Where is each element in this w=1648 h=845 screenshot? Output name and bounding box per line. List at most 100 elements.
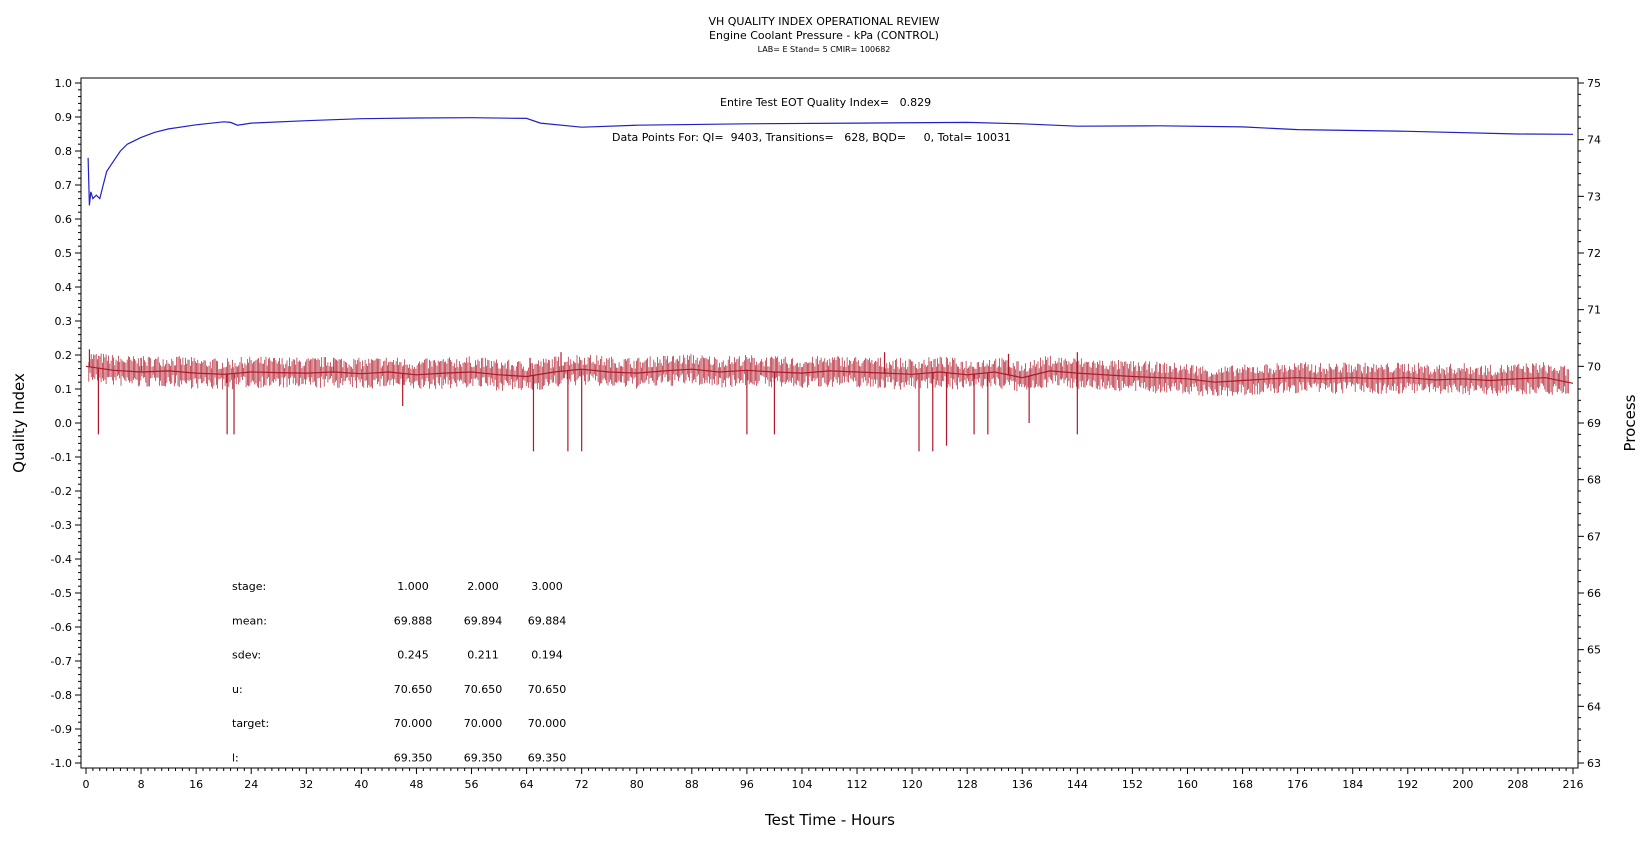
- x-tick-label: 32: [299, 778, 313, 791]
- y2-axis-label: Process: [1621, 394, 1639, 451]
- y-left-tick-label: -0.6: [51, 621, 72, 634]
- stats-cell: 2.000: [467, 580, 499, 593]
- y-left-tick-label: -0.7: [51, 655, 72, 668]
- stats-row-label: sdev:: [232, 649, 261, 662]
- y-right-tick-label: 68: [1587, 474, 1601, 487]
- y-left-tick-label: 0.4: [55, 281, 73, 294]
- stats-cell: 70.650: [464, 683, 503, 696]
- x-tick-label: 208: [1507, 778, 1528, 791]
- y-left-tick-label: 0.9: [55, 111, 73, 124]
- stats-cell: 69.894: [464, 614, 503, 627]
- x-tick-label: 152: [1122, 778, 1143, 791]
- x-tick-label: 112: [847, 778, 868, 791]
- x-tick-label: 96: [740, 778, 754, 791]
- x-tick-label: 56: [465, 778, 479, 791]
- x-tick-label: 216: [1563, 778, 1584, 791]
- stats-cell: 1.000: [397, 580, 429, 593]
- y-right-tick-label: 63: [1587, 757, 1601, 770]
- stats-row-label: u:: [232, 683, 243, 696]
- stats-row-label: l:: [232, 752, 239, 765]
- x-tick-label: 104: [791, 778, 812, 791]
- quality-index-line: [87, 117, 1574, 206]
- y-right-tick-label: 75: [1587, 77, 1601, 90]
- series-layer: [85, 117, 1574, 452]
- y-right-tick-label: 74: [1587, 134, 1601, 147]
- x-tick-label: 136: [1012, 778, 1033, 791]
- y-axis-label: Quality Index: [10, 373, 28, 473]
- eot-quality-index-note: Entire Test EOT Quality Index= 0.829: [720, 96, 931, 109]
- stats-table: stage: 1.000 2.000 3.000 mean: 69.888 69.894 69…: [232, 580, 566, 765]
- x-tick-label: 88: [685, 778, 699, 791]
- y-left-tick-label: 0.0: [55, 417, 73, 430]
- y-left-tick-label: 0.6: [55, 213, 73, 226]
- y-right-tick-label: 67: [1587, 530, 1601, 543]
- y-left-tick-label: 0.7: [55, 179, 73, 192]
- x-axis: 0 8 16 24 32 40 48 56 64 72 80 88 96 104 112 120 128 136 1…: [83, 768, 1584, 791]
- chart-subtitle-lab: LAB= E Stand= 5 CMIR= 100682: [758, 45, 891, 54]
- stats-cell: 0.194: [531, 649, 563, 662]
- chart-title: VH QUALITY INDEX OPERATIONAL REVIEW: [708, 15, 939, 28]
- y-left-tick-label: -0.2: [51, 485, 72, 498]
- y-left-tick-label: 0.1: [55, 383, 73, 396]
- stats-row-label: stage:: [232, 580, 266, 593]
- y-right-tick-label: 66: [1587, 587, 1601, 600]
- x-tick-label: 168: [1232, 778, 1253, 791]
- chart-subtitle: Engine Coolant Pressure - kPa (CONTROL): [709, 29, 939, 42]
- stats-cell: 69.350: [394, 752, 433, 765]
- stats-cell: 70.650: [394, 683, 433, 696]
- stats-cell: 70.000: [528, 717, 567, 730]
- y-left-tick-label: -0.3: [51, 519, 72, 532]
- x-tick-label: 8: [138, 778, 145, 791]
- y-left-tick-label: 1.0: [55, 77, 73, 90]
- data-points-note: Data Points For: QI= 9403, Transitions= …: [612, 131, 1011, 144]
- y-right-tick-label: 65: [1587, 644, 1601, 657]
- stats-cell: 70.000: [464, 717, 503, 730]
- x-tick-label: 160: [1177, 778, 1198, 791]
- x-tick-label: 24: [244, 778, 258, 791]
- stats-cell: 0.245: [397, 649, 429, 662]
- plot-frame: [80, 77, 1579, 769]
- y-right-tick-label: 70: [1587, 360, 1601, 373]
- process-oscillation: [88, 353, 1569, 397]
- y-axis-left: -1.0 -0.9 -0.8 -0.7 -0.6 -0.5 -0.4 -0.3 -0.2 -0.1…: [51, 77, 81, 770]
- y-axis-right: 63 64 65 66 67 68 69 70 71 72 73 74 75: [1578, 77, 1601, 770]
- stats-cell: 70.000: [394, 717, 433, 730]
- y-left-tick-label: -0.5: [51, 587, 72, 600]
- y-left-tick-label: 0.5: [55, 247, 73, 260]
- y-right-tick-label: 72: [1587, 247, 1601, 260]
- stats-cell: 0.211: [467, 649, 499, 662]
- y-left-tick-label: -0.8: [51, 689, 72, 702]
- y-right-tick-label: 69: [1587, 417, 1601, 430]
- stats-cell: 69.350: [528, 752, 567, 765]
- y-left-tick-label: 0.8: [55, 145, 73, 158]
- y-right-tick-label: 64: [1587, 700, 1601, 713]
- stats-cell: 70.650: [528, 683, 567, 696]
- x-tick-label: 40: [354, 778, 368, 791]
- y-left-tick-label: -0.9: [51, 723, 72, 736]
- stats-cell: 69.888: [394, 614, 433, 627]
- x-tick-label: 192: [1397, 778, 1418, 791]
- stats-cell: 3.000: [531, 580, 563, 593]
- x-tick-label: 72: [575, 778, 589, 791]
- x-tick-label: 120: [902, 778, 923, 791]
- x-axis-label: Test Time - Hours: [764, 811, 895, 829]
- y-left-tick-label: -0.4: [51, 553, 72, 566]
- y-right-tick-label: 73: [1587, 190, 1601, 203]
- x-tick-label: 200: [1452, 778, 1473, 791]
- x-tick-label: 0: [83, 778, 90, 791]
- x-tick-label: 184: [1342, 778, 1363, 791]
- stats-row-label: target:: [232, 717, 269, 730]
- x-tick-label: 16: [189, 778, 203, 791]
- x-tick-label: 128: [957, 778, 978, 791]
- x-tick-label: 80: [630, 778, 644, 791]
- y-right-tick-label: 71: [1587, 304, 1601, 317]
- y-left-tick-label: -1.0: [51, 757, 72, 770]
- y-left-tick-label: -0.1: [51, 451, 72, 464]
- x-tick-label: 144: [1067, 778, 1088, 791]
- x-tick-label: 176: [1287, 778, 1308, 791]
- y-left-tick-label: 0.3: [55, 315, 73, 328]
- stats-cell: 69.350: [464, 752, 503, 765]
- stats-cell: 69.884: [528, 614, 567, 627]
- y-left-tick-label: 0.2: [55, 349, 73, 362]
